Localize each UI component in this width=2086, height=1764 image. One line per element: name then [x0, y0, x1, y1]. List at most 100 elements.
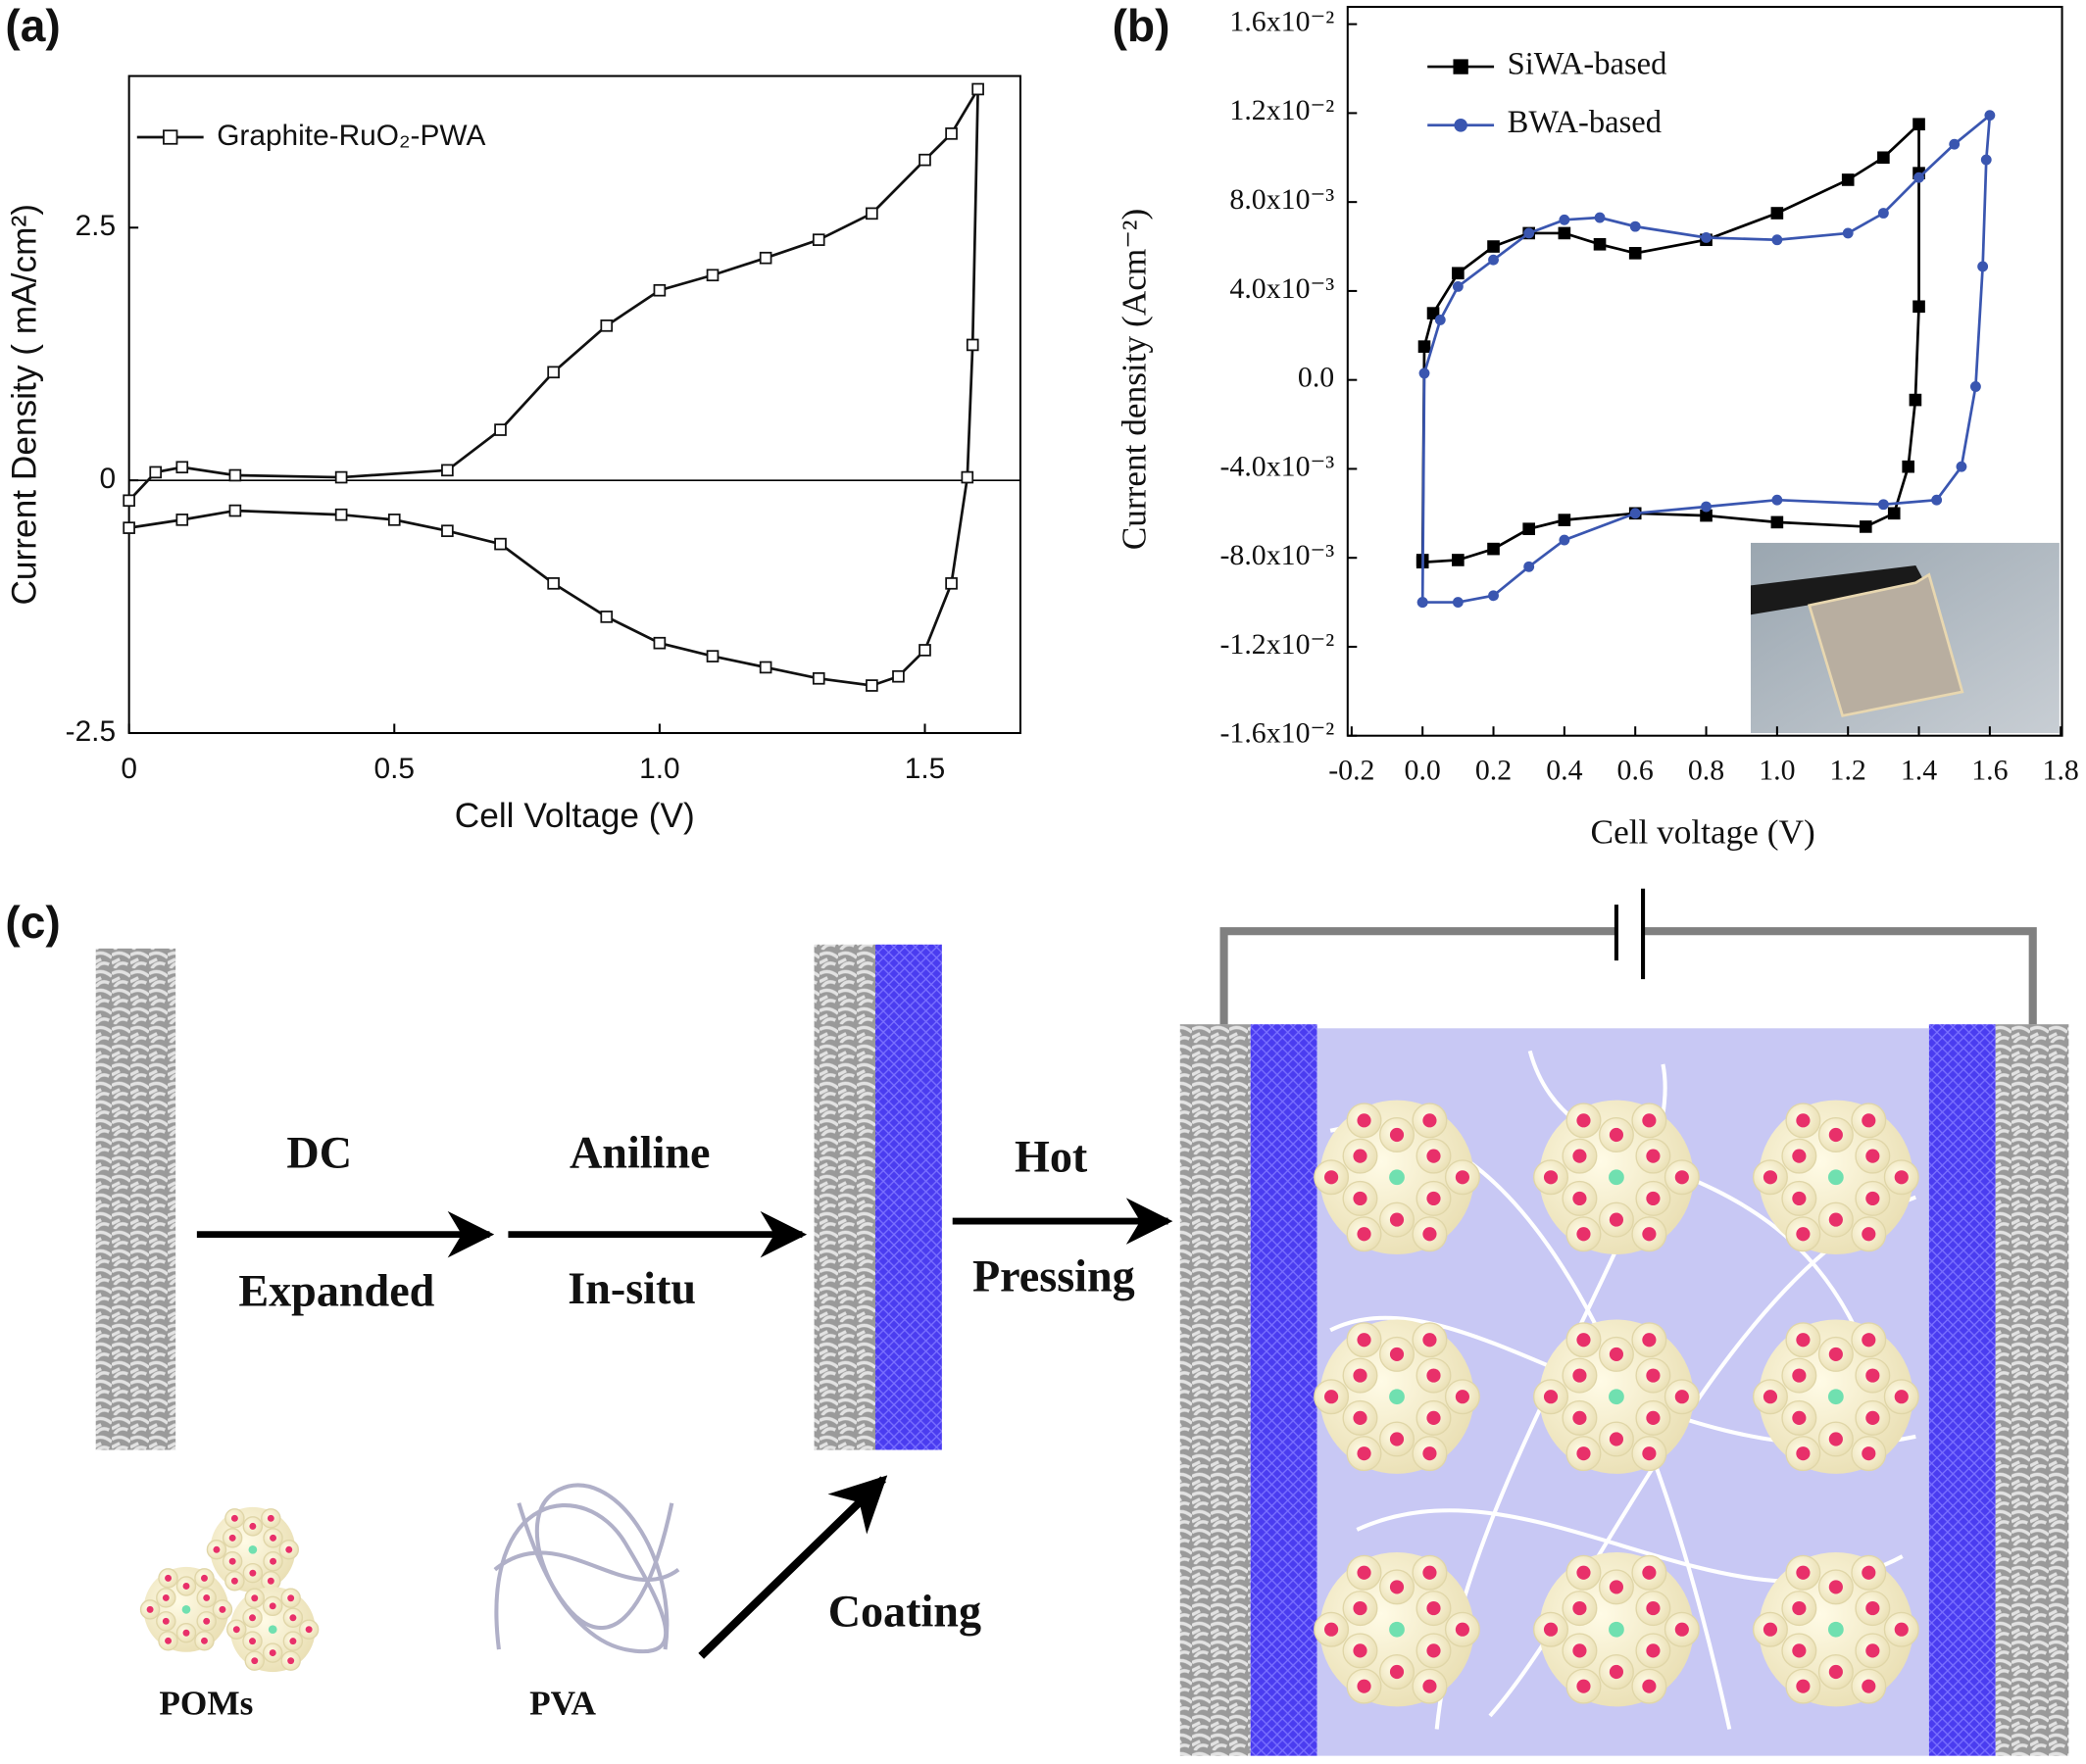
- atom: [1609, 1664, 1624, 1680]
- atom: [1763, 1622, 1778, 1637]
- atom: [1609, 1432, 1624, 1446]
- atom: [1865, 1368, 1880, 1383]
- step-label: In-situ: [568, 1263, 696, 1313]
- data-point: [1771, 494, 1783, 506]
- x-tick-label: 0.5: [374, 753, 416, 785]
- data-point: [1558, 226, 1571, 240]
- y-tick-label: -8.0x10⁻³: [1219, 539, 1334, 571]
- data-point: [494, 423, 507, 436]
- atom: [1357, 1227, 1371, 1242]
- atom: [289, 1638, 297, 1645]
- atom: [1862, 1227, 1876, 1242]
- data-point: [334, 508, 348, 521]
- atom: [1576, 1227, 1591, 1242]
- panel-label: (c): [5, 897, 60, 948]
- data-point: [1487, 542, 1500, 556]
- data-point: [547, 577, 560, 590]
- y-tick-label: -1.6x10⁻²: [1219, 717, 1334, 750]
- data-point: [971, 82, 984, 96]
- material-label: POMs: [159, 1685, 253, 1723]
- x-axis-label: Cell Voltage (V): [455, 797, 695, 835]
- legend-marker: [1453, 59, 1468, 74]
- data-point: [1969, 381, 1981, 392]
- data-point: [961, 470, 974, 484]
- y-tick-label: 2.5: [75, 210, 116, 242]
- x-tick-label: 1.2: [1830, 755, 1866, 787]
- plot-frame: [127, 74, 1021, 735]
- data-point: [1523, 561, 1535, 572]
- data-point: [123, 521, 135, 534]
- y-tick-label: 1.6x10⁻²: [1229, 5, 1334, 37]
- data-point: [441, 464, 454, 477]
- data-point: [441, 524, 454, 538]
- data-point: [1902, 460, 1915, 473]
- atom: [1828, 1212, 1843, 1227]
- atom: [1827, 1621, 1844, 1638]
- atom: [1609, 1347, 1624, 1362]
- data-point: [653, 283, 667, 297]
- atom: [1792, 1149, 1807, 1163]
- atom: [228, 1534, 236, 1542]
- graphite-electrode: [1995, 1024, 2069, 1756]
- atom: [1646, 1368, 1661, 1383]
- atom: [1426, 1643, 1441, 1658]
- atom: [1862, 1113, 1876, 1128]
- panel-label: (a): [5, 0, 60, 51]
- atom: [1609, 1127, 1624, 1143]
- x-tick-label: 1.0: [639, 753, 680, 785]
- data-point: [1488, 254, 1499, 266]
- atom: [1827, 1169, 1844, 1186]
- atom: [267, 1577, 274, 1585]
- atom: [200, 1574, 208, 1582]
- atom: [1796, 1446, 1811, 1461]
- atom: [1422, 1565, 1437, 1580]
- polyaniline-layer: [1928, 1024, 1996, 1756]
- polyaniline-layer: [1250, 1024, 1317, 1756]
- atom: [1828, 1432, 1843, 1446]
- atom: [1353, 1149, 1367, 1163]
- atom: [1389, 1389, 1405, 1405]
- atom: [1572, 1600, 1587, 1616]
- atom: [1422, 1113, 1437, 1128]
- atom: [1642, 1565, 1657, 1580]
- atom: [251, 1594, 259, 1602]
- atom: [1828, 1347, 1843, 1362]
- atom: [267, 1514, 274, 1522]
- data-point: [1770, 207, 1784, 220]
- atom: [1426, 1149, 1441, 1163]
- atom: [1828, 1664, 1843, 1680]
- data-point: [1523, 227, 1535, 239]
- atom: [230, 1577, 238, 1585]
- data-point: [1559, 214, 1570, 225]
- step-label: Hot: [1015, 1132, 1088, 1182]
- pva: [493, 1483, 680, 1654]
- atom: [1353, 1600, 1367, 1616]
- data-point: [1771, 234, 1783, 246]
- wire: [1643, 927, 2037, 1025]
- atom: [1543, 1622, 1559, 1637]
- atom: [200, 1637, 208, 1644]
- atom: [1422, 1679, 1437, 1693]
- atom: [1646, 1600, 1661, 1616]
- data-point: [1912, 300, 1925, 314]
- atom: [1674, 1170, 1689, 1185]
- atom: [249, 1614, 257, 1622]
- atom: [213, 1545, 221, 1553]
- data-point: [1559, 534, 1570, 546]
- atom: [1389, 1347, 1405, 1362]
- step-label: Coating: [828, 1587, 981, 1637]
- atom: [1674, 1390, 1689, 1404]
- x-axis-label: Cell voltage (V): [1591, 813, 1815, 852]
- x-tick-label: 1.4: [1901, 755, 1937, 787]
- graphite-electrode: [95, 948, 176, 1450]
- atom: [162, 1617, 170, 1625]
- atom: [1543, 1390, 1559, 1404]
- data-point: [1977, 261, 1989, 272]
- atom: [1543, 1170, 1559, 1185]
- data-point: [1594, 212, 1606, 223]
- data-point: [1980, 154, 1992, 166]
- data-point: [966, 338, 979, 352]
- graphite-electrode: [1179, 1024, 1251, 1756]
- atom: [1792, 1600, 1807, 1616]
